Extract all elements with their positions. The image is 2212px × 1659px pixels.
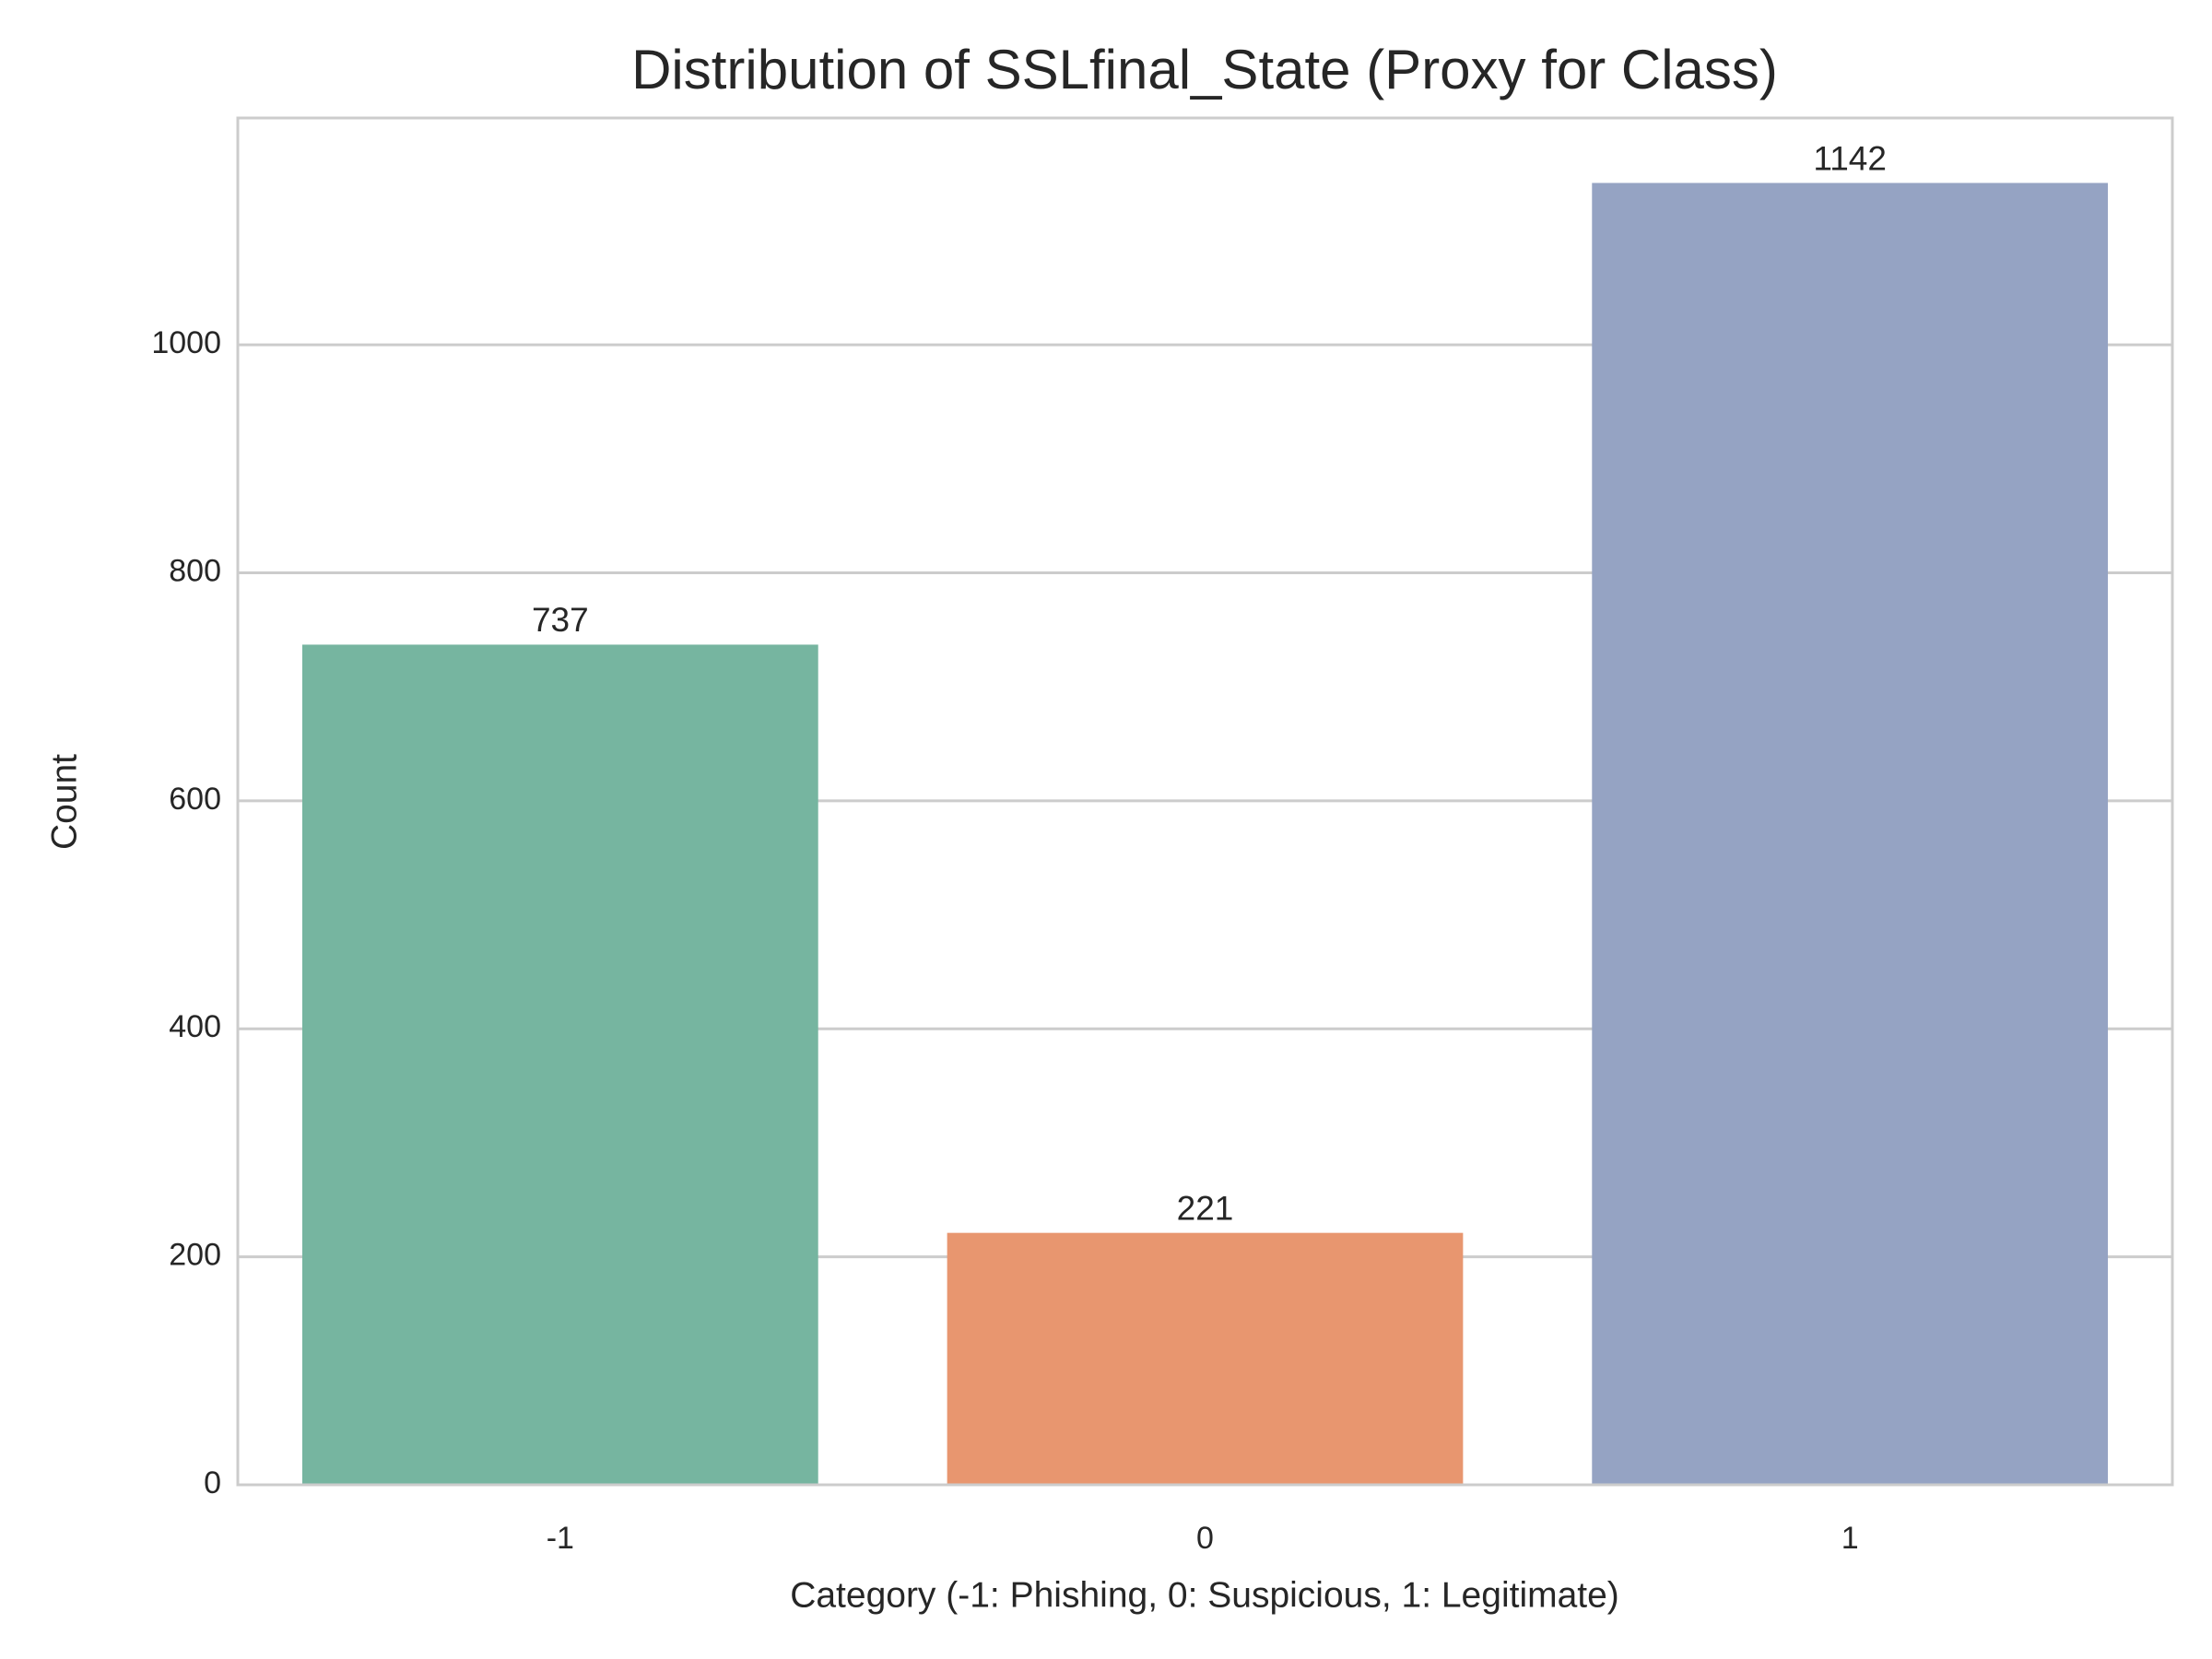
value-label: 1142	[1813, 139, 1887, 177]
x-tick-label: 1	[1841, 1521, 1859, 1556]
bar	[1592, 182, 2109, 1486]
x-tick-label: -1	[547, 1521, 574, 1556]
x-axis-label: Category (-1: Phishing, 0: Suspicious, 1…	[790, 1575, 1619, 1615]
bar	[301, 644, 818, 1485]
x-tick-label: 0	[1196, 1521, 1214, 1556]
y-tick-label: 200	[169, 1238, 221, 1273]
plot-frame	[236, 116, 2174, 1487]
value-label: 737	[532, 601, 589, 639]
value-label: 221	[1177, 1189, 1234, 1227]
bar	[947, 1232, 1464, 1485]
y-tick-label: 0	[204, 1465, 221, 1500]
y-tick-label: 600	[169, 782, 221, 817]
y-axis-label: Count	[44, 754, 84, 850]
y-tick-label: 1000	[151, 325, 221, 360]
y-tick-label: 800	[169, 553, 221, 588]
chart-title: Distribution of SSLfinal_State (Proxy fo…	[631, 39, 1778, 100]
y-tick-label: 400	[169, 1009, 221, 1044]
